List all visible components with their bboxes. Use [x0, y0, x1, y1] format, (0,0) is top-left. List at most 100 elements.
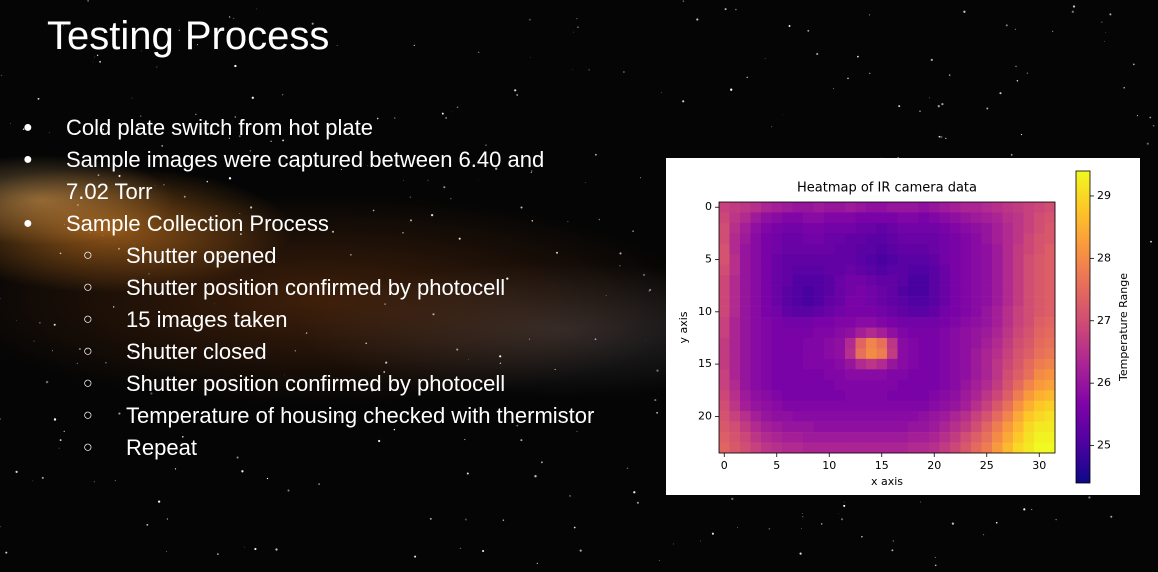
heatmap-cell	[824, 337, 835, 349]
heatmap-cell	[950, 243, 961, 255]
heatmap-cell	[771, 379, 783, 391]
star	[595, 153, 597, 156]
heatmap-cell	[1044, 243, 1056, 255]
heatmap-cell	[939, 264, 951, 276]
heatmap-cell	[792, 369, 804, 381]
heatmap-cell	[1013, 233, 1024, 245]
star	[228, 16, 231, 18]
heatmap-cell	[939, 275, 951, 286]
heatmap-cell	[981, 442, 993, 454]
heatmap-cell	[971, 379, 982, 391]
heatmap-cell	[866, 222, 877, 234]
heatmap-cell	[897, 212, 909, 224]
heatmap-cell	[771, 202, 783, 213]
heatmap-cell	[1044, 337, 1056, 349]
star	[626, 467, 629, 469]
heatmap-cell	[740, 379, 751, 391]
heatmap-cell	[908, 327, 919, 339]
heatmap-cell	[824, 254, 835, 266]
star	[1152, 124, 1155, 127]
star	[1014, 28, 1016, 30]
heatmap-cell	[719, 254, 730, 266]
heatmap-cell	[782, 285, 793, 297]
heatmap-cell	[939, 306, 951, 318]
heatmap-cell	[939, 243, 951, 255]
heatmap-cell	[866, 285, 877, 297]
heatmap-cell	[740, 421, 751, 433]
star	[536, 562, 538, 565]
star	[569, 494, 572, 497]
star	[986, 107, 989, 110]
star	[41, 476, 44, 479]
star	[1031, 508, 1033, 511]
heatmap-cell	[1044, 432, 1056, 443]
heatmap-cell	[908, 275, 919, 286]
heatmap-cell	[855, 348, 867, 360]
star	[672, 543, 675, 545]
heatmap-cell	[971, 296, 982, 307]
heatmap-cell	[740, 348, 751, 360]
heatmap-cell	[824, 348, 835, 360]
star	[241, 470, 244, 473]
heatmap-cell	[803, 358, 814, 370]
heatmap-cell	[918, 306, 930, 318]
star	[459, 547, 462, 550]
colorbar-label: Temperature Range	[1117, 273, 1130, 382]
heatmap-cell	[992, 442, 1003, 454]
heatmap-cell	[950, 432, 961, 443]
heatmap-cell	[855, 442, 867, 454]
heatmap-cell	[887, 400, 898, 412]
star	[15, 470, 18, 474]
heatmap-cell	[960, 348, 972, 360]
heatmap-cell	[918, 317, 930, 328]
heatmap-cell	[1023, 337, 1035, 349]
heatmap-cell	[855, 327, 867, 339]
heatmap-cell	[992, 285, 1003, 297]
heatmap-cell	[824, 264, 835, 276]
heatmap-cell	[803, 285, 814, 297]
heatmap-cell	[803, 421, 814, 433]
heatmap-cell	[992, 264, 1003, 276]
heatmap-cell	[813, 317, 825, 328]
heatmap-cell	[1023, 233, 1035, 245]
heatmap-cell	[897, 275, 909, 286]
heatmap-cell	[803, 233, 814, 245]
heatmap-cell	[740, 243, 751, 255]
heatmap-cell	[803, 254, 814, 266]
heatmap-cell	[981, 421, 993, 433]
star	[251, 96, 254, 99]
star	[951, 522, 955, 525]
heatmap-cell	[845, 379, 856, 391]
heatmap-cell	[950, 379, 961, 391]
bullet: Shutter closed	[83, 336, 586, 368]
heatmap-cell	[876, 369, 888, 381]
star	[619, 252, 622, 255]
slide-title: Testing Process	[47, 14, 330, 58]
heatmap-cell	[771, 222, 783, 234]
heatmap-cell	[887, 411, 898, 422]
heatmap-cell	[960, 411, 972, 422]
heatmap-cell	[813, 202, 825, 213]
heatmap-cell	[992, 212, 1003, 224]
heatmap-cell	[792, 254, 804, 266]
heatmap-cell	[908, 243, 919, 255]
heatmap-cell	[750, 264, 762, 276]
heatmap-cell	[971, 442, 982, 454]
heatmap-cell	[1044, 275, 1056, 286]
star	[594, 338, 597, 341]
heatmap-cell	[918, 348, 930, 360]
heatmap-cell	[1044, 358, 1056, 370]
heatmap-cell	[918, 202, 930, 213]
heatmap-cell	[834, 233, 846, 245]
heatmap-cell	[981, 411, 993, 422]
heatmap-cell	[908, 306, 919, 318]
star	[588, 69, 590, 71]
star	[1110, 515, 1113, 518]
heatmap-cell	[992, 400, 1003, 412]
heatmap-cell	[866, 317, 877, 328]
heatmap-cell	[866, 369, 877, 381]
heatmap-cell	[950, 442, 961, 454]
star	[801, 528, 803, 529]
heatmap-cell	[1034, 400, 1045, 412]
heatmap-cell	[866, 275, 877, 286]
